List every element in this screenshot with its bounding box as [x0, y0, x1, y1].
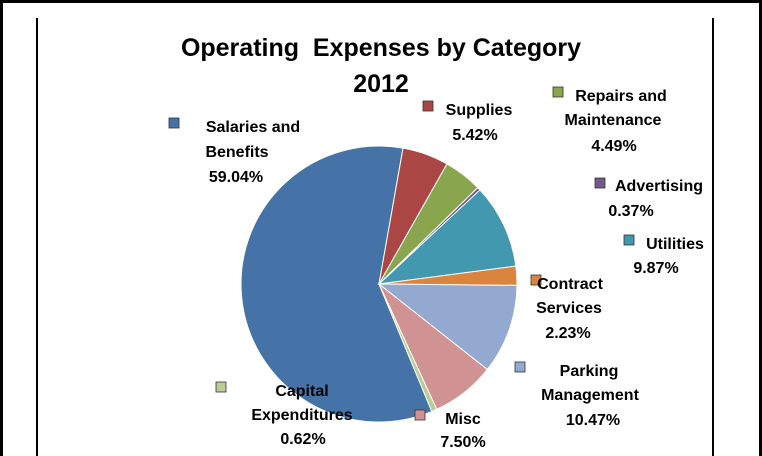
data-label-supplies: 5.42%	[452, 127, 497, 144]
category-label-salaries-and-benefits: Salaries and	[206, 119, 300, 136]
legend-key-misc	[414, 409, 426, 421]
data-label-advertising: 0.37%	[608, 203, 653, 220]
pie-slice-capital-expenditures	[378, 283, 438, 413]
category-label-parking-management: Management	[541, 387, 639, 404]
left-rule	[36, 18, 38, 456]
category-label-repairs-and-maintenance: Maintenance	[565, 112, 662, 129]
category-label-utilities: Utilities	[646, 236, 704, 253]
pie-slice-salaries-and-benefits	[240, 145, 433, 423]
legend-key-utilities	[623, 234, 635, 246]
data-label-repairs-and-maintenance: 4.49%	[591, 138, 636, 155]
category-label-capital-expenditures: Expenditures	[251, 407, 352, 424]
category-label-parking-management: Parking	[560, 363, 619, 380]
data-label-capital-expenditures: 0.62%	[280, 431, 325, 448]
data-label-parking-management: 10.47%	[566, 412, 620, 429]
category-label-capital-expenditures: Capital	[275, 383, 328, 400]
chart-title-line: 2012	[353, 70, 409, 98]
pie-slices	[240, 145, 518, 423]
category-label-misc: Misc	[445, 411, 481, 428]
legend-key-salaries-and-benefits	[168, 117, 180, 129]
data-label-misc: 7.50%	[440, 434, 485, 451]
legend-key-advertising	[594, 177, 606, 189]
category-label-advertising: Advertising	[615, 178, 703, 195]
chart-title-line: Operating Expenses by Category	[181, 34, 581, 62]
data-label-contract-services: 2.23%	[545, 325, 590, 342]
chart-title: Operating Expenses by Category 2012	[181, 34, 581, 98]
category-label-salaries-and-benefits: Benefits	[205, 144, 268, 161]
data-label-utilities: 9.87%	[633, 260, 678, 277]
category-label-supplies: Supplies	[446, 102, 513, 119]
right-rule	[712, 18, 714, 456]
legend-key-parking-management	[514, 361, 526, 373]
category-label-contract-services: Contract	[537, 276, 603, 293]
category-label-contract-services: Services	[536, 300, 602, 317]
legend-key-contract-services	[530, 274, 542, 286]
legend-key-repairs-and-maintenance	[552, 86, 564, 98]
pie-slice-utilities	[377, 189, 517, 285]
data-label-salaries-and-benefits: 59.04%	[209, 169, 263, 186]
slice-labels: Salaries and Benefits 59.04% Supplies 5.42% R…	[168, 86, 704, 451]
legend-key-capital-expenditures	[215, 381, 227, 393]
pie-slice-parking-management	[377, 283, 518, 371]
category-label-repairs-and-maintenance: Repairs and	[575, 88, 667, 105]
legend-key-supplies	[422, 100, 434, 112]
